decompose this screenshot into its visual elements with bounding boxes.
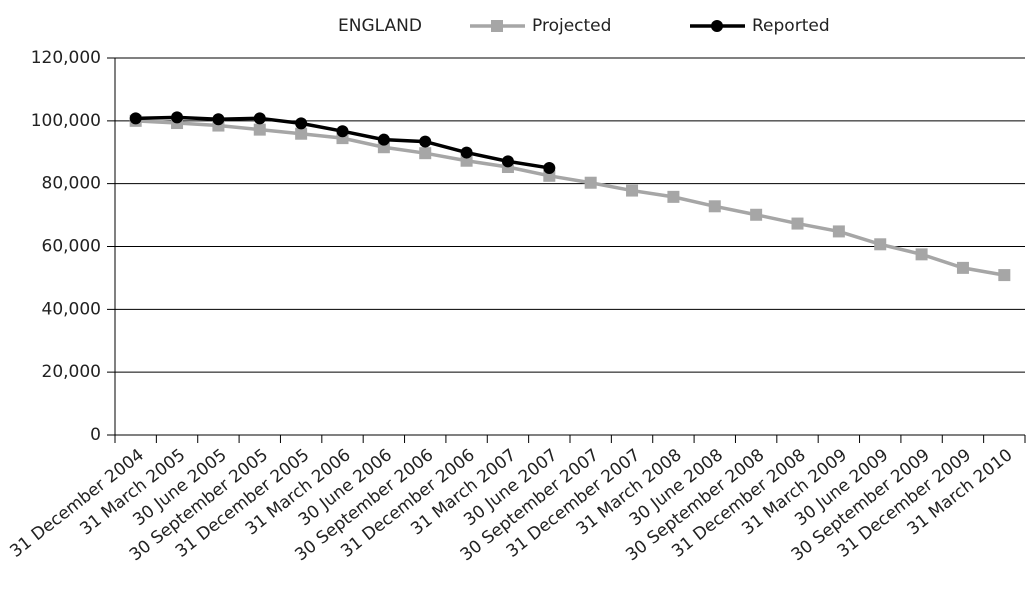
data-point	[750, 208, 763, 221]
data-point	[584, 176, 597, 189]
legend-label: Reported	[752, 16, 830, 36]
data-point	[295, 117, 308, 130]
legend-label: Projected	[532, 16, 611, 36]
data-point	[253, 123, 266, 136]
data-point	[336, 125, 349, 138]
data-point	[253, 112, 266, 125]
data-point	[501, 155, 514, 168]
data-point	[956, 261, 969, 274]
y-tick-label: 40,000	[42, 299, 101, 319]
data-point	[832, 225, 845, 238]
y-tick-label: 0	[90, 425, 101, 445]
data-point	[129, 112, 142, 125]
data-point	[377, 133, 390, 146]
y-tick-label: 100,000	[31, 111, 101, 131]
data-point	[212, 113, 225, 126]
data-point	[708, 200, 721, 213]
data-point	[667, 190, 680, 203]
data-point	[874, 238, 887, 251]
chart-title: ENGLAND	[338, 16, 422, 36]
y-tick-label: 80,000	[42, 174, 101, 194]
data-point	[791, 217, 804, 230]
y-tick-label: 60,000	[42, 237, 101, 257]
legend-marker	[711, 20, 723, 32]
data-point	[915, 248, 928, 261]
series-line	[135, 119, 1005, 277]
data-point	[460, 146, 473, 159]
data-point	[171, 111, 184, 124]
data-point	[295, 127, 308, 140]
legend-marker	[491, 20, 503, 32]
y-tick-label: 20,000	[42, 362, 101, 382]
data-point	[626, 184, 639, 197]
data-point	[419, 147, 432, 160]
data-point	[998, 269, 1011, 282]
data-point	[419, 135, 432, 148]
data-point	[543, 161, 556, 174]
y-tick-label: 120,000	[31, 48, 101, 68]
